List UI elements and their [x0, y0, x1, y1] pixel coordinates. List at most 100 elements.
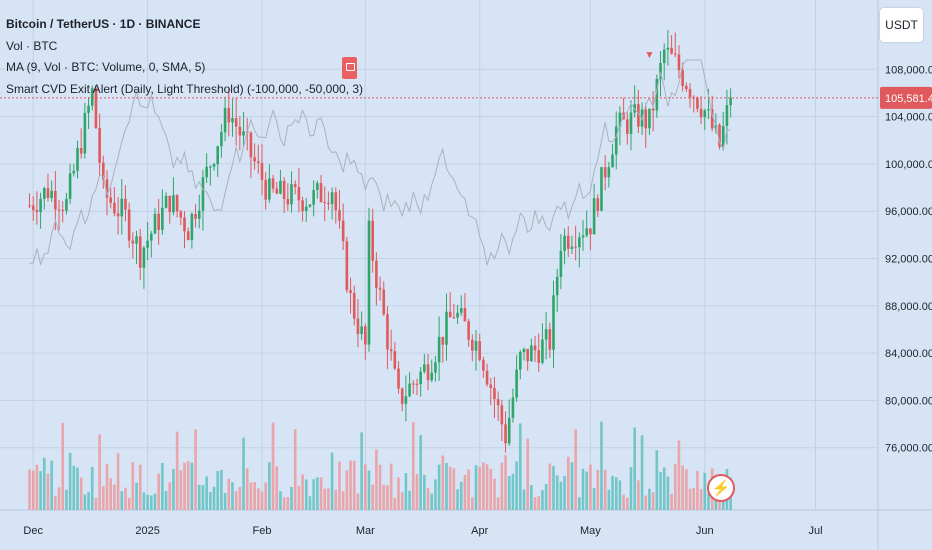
candle-body	[183, 217, 186, 232]
volume-bar	[493, 478, 496, 510]
candle-body	[389, 349, 393, 352]
candle-body	[83, 112, 87, 154]
candle-body	[552, 295, 555, 350]
cvd-indicator-label[interactable]: Smart CVD Exit Alert (Daily, Light Thres…	[6, 81, 364, 96]
candle-body	[282, 180, 286, 200]
candle-body	[563, 235, 566, 251]
volume-bar	[293, 429, 297, 510]
volume-bar	[397, 477, 400, 510]
volume-bar	[142, 492, 146, 510]
candle-body	[249, 132, 253, 158]
candle-body	[430, 372, 434, 381]
candle-body	[127, 209, 131, 241]
volume-bar	[323, 488, 327, 510]
candle-body	[349, 290, 352, 294]
volume-bar	[364, 464, 367, 510]
volume-bar	[149, 495, 153, 510]
volume-bar	[120, 491, 124, 510]
x-tick-label: Jul	[808, 525, 822, 537]
y-tick-label: 80,000.00	[885, 395, 932, 407]
volume-bar	[426, 488, 430, 510]
volume-bar	[79, 477, 83, 510]
volume-bar	[386, 485, 389, 510]
candle-body	[46, 188, 50, 199]
candle-body	[197, 210, 201, 219]
volume-bar	[249, 482, 253, 510]
candle-body	[54, 190, 57, 210]
volume-bar	[290, 486, 293, 510]
candle-body	[721, 125, 725, 147]
candle-body	[596, 198, 600, 211]
candle-body	[478, 341, 481, 360]
volume-bar	[216, 471, 220, 510]
candle-body	[485, 370, 489, 385]
volume-bar	[626, 497, 629, 510]
volume-bar	[445, 462, 448, 510]
volume-bar	[518, 423, 522, 510]
candle-body	[578, 237, 581, 248]
lightning-icon[interactable]: ⚡	[707, 474, 735, 502]
cvd-line	[29, 59, 731, 267]
y-tick-label: 96,000.00	[885, 206, 932, 218]
candle-body	[201, 177, 205, 211]
volume-bar	[31, 470, 35, 510]
y-tick-label: 104,000.00	[885, 112, 932, 124]
candle-body	[138, 236, 142, 268]
candle-body	[142, 247, 146, 268]
volume-bar	[168, 482, 172, 510]
candle-body	[456, 312, 459, 318]
volume-bar	[692, 488, 696, 510]
volume-bar	[504, 455, 507, 510]
candle-body	[323, 201, 327, 203]
candle-body	[301, 200, 304, 212]
candle-body	[651, 108, 655, 111]
candle-body	[459, 308, 463, 313]
volume-bar	[456, 489, 459, 510]
ma-indicator-label[interactable]: MA (9, Vol · BTC: Volume, 0, SMA, 5)	[6, 60, 206, 74]
candle-body	[375, 260, 378, 288]
candle-body	[574, 246, 577, 248]
candle-body	[260, 162, 264, 180]
candle-body	[175, 195, 179, 212]
volume-bar	[474, 465, 478, 510]
candle-body	[548, 329, 552, 350]
candle-body	[637, 104, 640, 127]
candle-body	[227, 108, 231, 123]
currency-selector-button[interactable]: USDT	[880, 8, 923, 42]
volume-bar	[312, 479, 315, 510]
alert-badge-icon[interactable]	[342, 57, 357, 79]
volume-bar	[268, 462, 271, 510]
candle-body	[131, 240, 135, 244]
volume-bar	[378, 464, 382, 510]
volume-bar	[127, 497, 131, 510]
volume-indicator-label[interactable]: Vol · BTC	[6, 38, 58, 53]
candle-body	[304, 206, 308, 212]
candle-body	[105, 179, 109, 198]
volume-bar	[633, 427, 636, 510]
candle-body	[50, 190, 53, 199]
volume-bar	[113, 484, 116, 510]
volume-bar	[548, 463, 552, 510]
candle-body	[68, 173, 72, 199]
volume-bar	[275, 466, 279, 510]
candle-body	[718, 124, 721, 147]
x-tick-label: Dec	[23, 525, 43, 537]
volume-bar	[408, 490, 411, 510]
volume-bar	[227, 478, 231, 510]
volume-bar	[35, 464, 39, 510]
candle-body	[364, 326, 367, 345]
volume-bar	[389, 463, 393, 510]
volume-bar	[116, 453, 120, 510]
candle-body	[312, 189, 315, 205]
candle-body	[205, 166, 208, 178]
candle-body	[341, 220, 345, 242]
candle-body	[626, 119, 629, 134]
candle-body	[264, 179, 267, 200]
volume-bar	[179, 470, 183, 510]
candle-body	[644, 109, 648, 129]
volume-bar	[677, 440, 681, 510]
y-tick-label: 76,000.00	[885, 443, 932, 455]
symbol-title[interactable]: Bitcoin / TetherUS · 1D · BINANCE	[6, 17, 201, 31]
